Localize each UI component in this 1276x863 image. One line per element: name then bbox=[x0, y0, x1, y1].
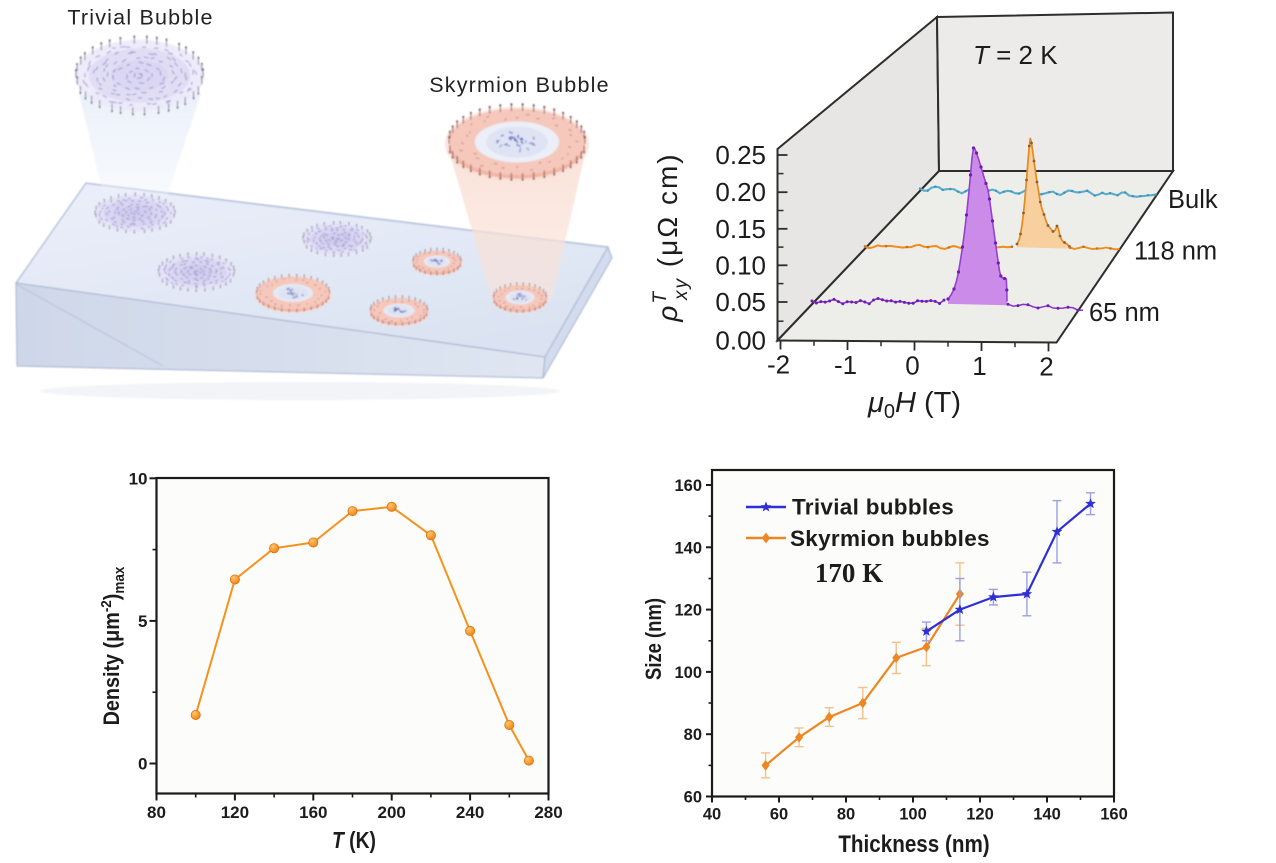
svg-text:170 K: 170 K bbox=[815, 558, 883, 588]
svg-text:0.05: 0.05 bbox=[715, 287, 766, 317]
svg-text:Size (nm): Size (nm) bbox=[641, 598, 666, 680]
svg-text:140: 140 bbox=[674, 539, 702, 557]
svg-text:160: 160 bbox=[674, 477, 702, 495]
svg-text:80: 80 bbox=[684, 726, 702, 744]
svg-text:65 nm: 65 nm bbox=[1089, 299, 1160, 327]
svg-text:0.25: 0.25 bbox=[715, 140, 766, 170]
svg-text:200: 200 bbox=[378, 803, 406, 822]
svg-text:118 nm: 118 nm bbox=[1134, 238, 1217, 266]
svg-text:120: 120 bbox=[221, 803, 249, 822]
svg-text:0.10: 0.10 bbox=[715, 250, 766, 280]
svg-text:1: 1 bbox=[972, 351, 986, 381]
svg-text:5: 5 bbox=[138, 612, 147, 631]
svg-text:-1: -1 bbox=[834, 350, 857, 380]
svg-text:0: 0 bbox=[905, 351, 919, 381]
svg-text:μ0H (T): μ0H (T) bbox=[867, 387, 961, 423]
svg-text:100: 100 bbox=[899, 806, 927, 824]
svg-text:60: 60 bbox=[684, 789, 702, 807]
svg-text:40: 40 bbox=[703, 806, 721, 824]
svg-text:120: 120 bbox=[674, 602, 702, 620]
svg-text:Skyrmion Bubble: Skyrmion Bubble bbox=[429, 73, 610, 97]
svg-text:280: 280 bbox=[534, 803, 562, 822]
svg-text:Density (μm-2)max: Density (μm-2)max bbox=[98, 567, 128, 726]
svg-text:160: 160 bbox=[299, 803, 327, 822]
svg-text:Trivial bubbles: Trivial bubbles bbox=[792, 495, 954, 520]
svg-text:Skyrmion bubbles: Skyrmion bubbles bbox=[790, 526, 990, 551]
svg-text:160: 160 bbox=[1100, 806, 1128, 824]
svg-text:100: 100 bbox=[674, 664, 702, 682]
svg-text:Thickness (nm): Thickness (nm) bbox=[838, 831, 989, 858]
svg-text:2: 2 bbox=[1039, 351, 1053, 381]
svg-text:T = 2 K: T = 2 K bbox=[973, 40, 1058, 70]
svg-text:80: 80 bbox=[837, 806, 855, 824]
svg-text:0.15: 0.15 bbox=[715, 214, 766, 244]
svg-text:120: 120 bbox=[966, 806, 994, 824]
svg-text:140: 140 bbox=[1033, 806, 1061, 824]
svg-text:0: 0 bbox=[138, 755, 147, 774]
svg-text:240: 240 bbox=[456, 803, 484, 822]
svg-text:T (K): T (K) bbox=[332, 829, 376, 854]
svg-text:Trivial Bubble: Trivial Bubble bbox=[67, 6, 213, 30]
svg-text:80: 80 bbox=[147, 803, 166, 822]
svg-text:0.20: 0.20 bbox=[715, 177, 766, 207]
svg-text:Bulk: Bulk bbox=[1168, 186, 1218, 214]
svg-text:0.00: 0.00 bbox=[715, 326, 766, 356]
svg-text:60: 60 bbox=[770, 806, 788, 824]
svg-text:-2: -2 bbox=[767, 350, 790, 380]
svg-text:10: 10 bbox=[129, 469, 148, 488]
svg-text:ρTxy (μΩ cm): ρTxy (μΩ cm) bbox=[650, 152, 692, 322]
